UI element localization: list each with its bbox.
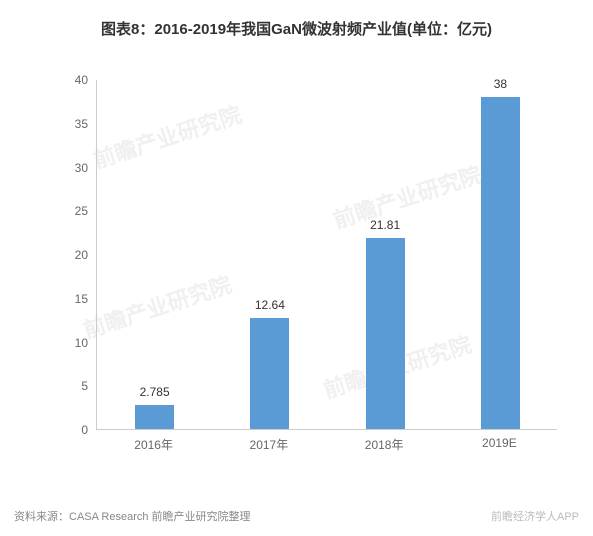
bar-value-label: 12.64 bbox=[255, 298, 285, 312]
x-tick-label: 2017年 bbox=[250, 436, 289, 453]
footer-right-text: 前瞻经济学人APP bbox=[491, 508, 579, 524]
bar-value-label: 2.785 bbox=[140, 385, 170, 399]
y-tick-label: 5 bbox=[81, 379, 88, 393]
bar-value-label: 21.81 bbox=[370, 218, 400, 232]
x-tick-label: 2019E bbox=[482, 436, 517, 450]
bar-slot: 2.785 bbox=[97, 80, 212, 429]
y-tick-label: 35 bbox=[75, 117, 88, 131]
y-tick-label: 25 bbox=[75, 204, 88, 218]
chart-title: 图表8：2016-2019年我国GaN微波射频产业值(单位：亿元) bbox=[0, 0, 593, 39]
source-text: 资料来源：CASA Research 前瞻产业研究院整理 bbox=[14, 508, 251, 524]
x-tick-label: 2016年 bbox=[134, 436, 173, 453]
bar bbox=[366, 238, 405, 429]
y-axis: 0510152025303540 bbox=[62, 80, 96, 430]
y-tick-label: 30 bbox=[75, 161, 88, 175]
plot-area: 2.785 12.64 21.81 38 bbox=[96, 80, 557, 430]
y-tick-label: 15 bbox=[75, 292, 88, 306]
bars-layer: 2.785 12.64 21.81 38 bbox=[97, 80, 557, 429]
y-tick-label: 0 bbox=[81, 423, 88, 437]
x-tick-label: 2018年 bbox=[365, 436, 404, 453]
bar bbox=[135, 405, 174, 429]
bar bbox=[250, 318, 289, 429]
bar-slot: 12.64 bbox=[212, 80, 327, 429]
y-tick-label: 10 bbox=[75, 336, 88, 350]
x-axis: 2016年 2017年 2018年 2019E bbox=[96, 430, 557, 460]
chart-container: 前瞻产业研究院 前瞻产业研究院 前瞻产业研究院 前瞻产业研究院 图表8：2016… bbox=[0, 0, 593, 536]
y-tick-label: 40 bbox=[75, 73, 88, 87]
chart-area: 0510152025303540 2.78512.6421.8138 2016年… bbox=[62, 80, 557, 460]
bar-slot: 21.81 bbox=[328, 80, 443, 429]
bar bbox=[481, 97, 520, 430]
y-tick-label: 20 bbox=[75, 248, 88, 262]
bar-value-label: 38 bbox=[494, 77, 507, 91]
bar-slot: 38 bbox=[443, 80, 558, 429]
